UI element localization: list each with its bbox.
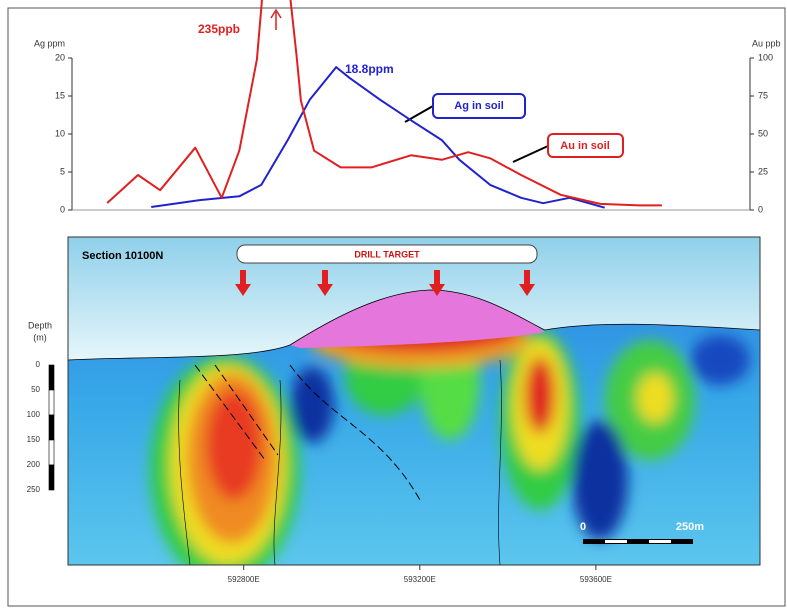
y2-axis-label: Au ppb bbox=[752, 38, 781, 48]
section-image bbox=[68, 237, 760, 585]
figure: Section 10100N DRILL TARGET 0 250m Depth… bbox=[0, 0, 787, 608]
y2-tick-label: 100 bbox=[758, 52, 773, 62]
x-tick-label: 592800E bbox=[228, 575, 260, 584]
depth-bar bbox=[49, 365, 54, 390]
leader bbox=[513, 146, 548, 162]
scale-label: 0 bbox=[580, 521, 586, 533]
depth-tick-label: 100 bbox=[27, 410, 41, 419]
y-tick-label: 0 bbox=[60, 204, 65, 214]
depth-bar bbox=[49, 465, 54, 490]
depth-tick-label: 0 bbox=[36, 360, 41, 369]
y2-tick-label: 75 bbox=[758, 90, 768, 100]
legend-label: Au in soil bbox=[560, 140, 610, 152]
depth-tick-label: 250 bbox=[27, 485, 41, 494]
y-axis-label: Ag ppm bbox=[34, 38, 65, 48]
scale-bar bbox=[583, 539, 693, 544]
depth-bar bbox=[49, 415, 54, 440]
y-tick-label: 20 bbox=[55, 52, 65, 62]
scale-bar bbox=[605, 540, 627, 543]
depth-tick-label: 200 bbox=[27, 460, 41, 469]
y2-tick-label: 50 bbox=[758, 128, 768, 138]
arrow bbox=[271, 10, 281, 30]
y-tick-label: 5 bbox=[60, 166, 65, 176]
x-tick-label: 593600E bbox=[580, 575, 612, 584]
depth-bar bbox=[49, 390, 54, 415]
target-label: DRILL TARGET bbox=[354, 249, 420, 259]
annotation: 235ppb bbox=[198, 22, 240, 36]
y2-tick-label: 25 bbox=[758, 166, 768, 176]
depth-bar bbox=[49, 440, 54, 465]
x-tick-label: 593200E bbox=[404, 575, 436, 584]
y-tick-label: 10 bbox=[55, 128, 65, 138]
scale-label: 250m bbox=[676, 521, 704, 533]
scale-bar bbox=[649, 540, 671, 543]
depth-tick-label: 50 bbox=[31, 385, 40, 394]
depth-label: (m) bbox=[33, 332, 47, 342]
plot-area bbox=[107, 0, 662, 208]
depth-tick-label: 150 bbox=[27, 435, 41, 444]
y2-tick-label: 0 bbox=[758, 204, 763, 214]
annotation: 18.8ppm bbox=[345, 62, 394, 76]
section-title: Section 10100N bbox=[82, 250, 163, 262]
y-tick-label: 15 bbox=[55, 90, 65, 100]
legend-label: Ag in soil bbox=[454, 100, 504, 112]
series-line bbox=[151, 67, 605, 208]
depth-label: Depth bbox=[28, 320, 52, 330]
